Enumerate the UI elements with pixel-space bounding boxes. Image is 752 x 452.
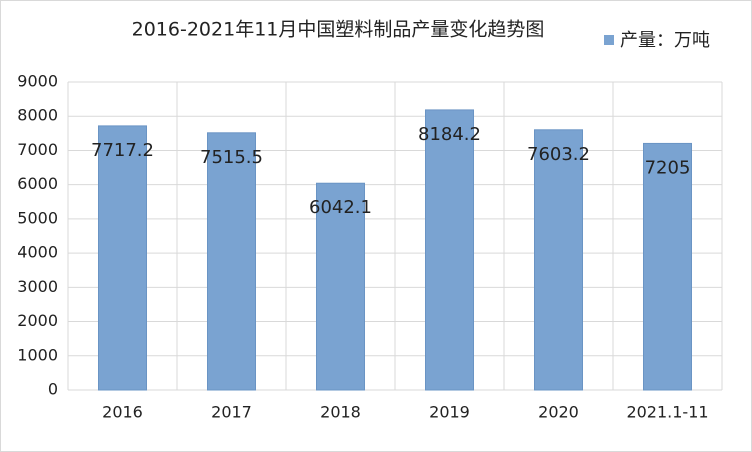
x-tick-label: 2018	[320, 403, 361, 422]
y-tick-label: 0	[48, 380, 58, 399]
data-label: 8184.2	[418, 124, 481, 145]
chart-title: 2016-2021年11月中国塑料制品产量变化趋势图	[132, 19, 545, 41]
bar	[425, 109, 474, 391]
y-tick-label: 8000	[17, 106, 58, 125]
y-tick-label: 4000	[17, 243, 58, 262]
bar	[316, 182, 365, 391]
bar	[643, 142, 692, 391]
x-tick-label: 2017	[211, 403, 252, 422]
y-tick-label: 2000	[17, 311, 58, 330]
legend-swatch	[604, 35, 614, 45]
y-tick-label: 6000	[17, 174, 58, 193]
data-label: 7603.2	[527, 144, 590, 165]
x-tick-label: 2021.1-11	[626, 403, 708, 422]
bar	[98, 125, 147, 391]
data-label: 7717.2	[91, 140, 154, 161]
y-tick-label: 9000	[17, 72, 58, 91]
y-tick-label: 3000	[17, 277, 58, 296]
x-tick-label: 2019	[429, 403, 470, 422]
data-label: 7515.5	[200, 147, 263, 168]
y-tick-label: 1000	[17, 345, 58, 364]
x-tick-label: 2020	[538, 403, 579, 422]
data-label: 6042.1	[309, 197, 372, 218]
bar	[534, 129, 583, 391]
bar	[207, 132, 256, 391]
data-label: 7205	[645, 157, 691, 178]
y-tick-label: 7000	[17, 140, 58, 159]
y-tick-label: 5000	[17, 208, 58, 227]
x-tick-label: 2016	[102, 403, 143, 422]
legend-label: 产量：万吨	[620, 30, 710, 51]
